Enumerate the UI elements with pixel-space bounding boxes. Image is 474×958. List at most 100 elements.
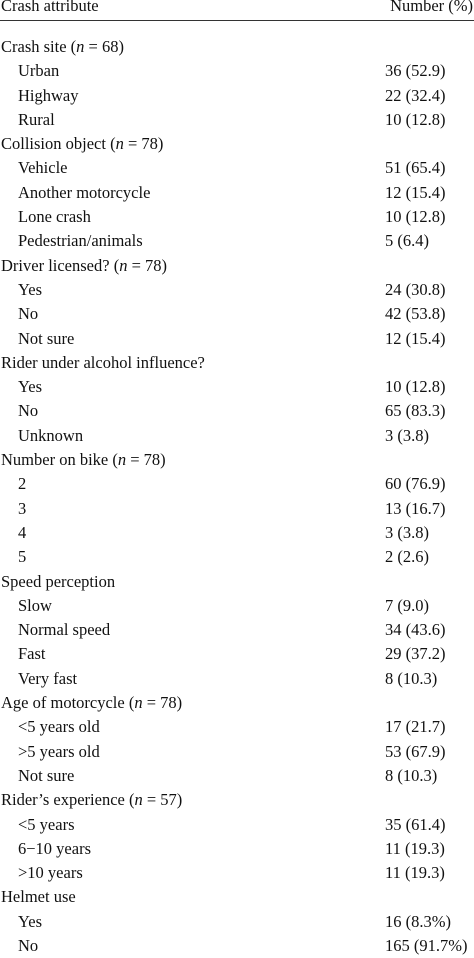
row-label: Yes [18, 911, 43, 931]
row-value: 10 (12.8) [385, 109, 446, 129]
row-label: Another motorcycle [18, 182, 151, 202]
category-row: Driver licensed? (n = 78) [0, 254, 474, 278]
row-value: 3 (3.8) [385, 425, 429, 445]
category-label: Rider’s experience (n = 57) [1, 790, 183, 810]
table-row: Yes 16 (8.3%) [0, 910, 474, 934]
row-value: 65 (83.3) [385, 401, 446, 421]
table-row: No 65 (83.3) [0, 399, 474, 423]
row-label: Vehicle [18, 158, 68, 178]
table-row: Vehicle 51 (65.4) [0, 156, 474, 180]
category-label: Driver licensed? (n = 78) [1, 255, 168, 275]
row-value: 60 (76.9) [385, 474, 446, 494]
row-value: 10 (12.8) [385, 377, 446, 397]
row-label: Very fast [18, 668, 78, 688]
category-label: Crash site (n = 68) [1, 37, 124, 56]
row-value: 2 (2.6) [385, 547, 429, 567]
table-row: No 42 (53.8) [0, 302, 474, 326]
row-value: 10 (12.8) [385, 207, 446, 227]
row-value: 11 (19.3) [385, 863, 445, 883]
row-label: <5 years old [18, 717, 100, 737]
row-value: 12 (15.4) [385, 328, 446, 348]
table-body: Crash site (n = 68) Urban 36 (52.9) Highway… [0, 21, 474, 958]
category-row: Rider’s experience (n = 57) [0, 788, 474, 812]
row-label: Unknown [18, 425, 84, 445]
row-value: 12 (15.4) [385, 182, 446, 202]
header-number-percent: Number (%) [390, 0, 473, 15]
row-label: 6−10 years [18, 838, 91, 858]
row-value: 42 (53.8) [385, 304, 446, 324]
table-row: 4 3 (3.8) [0, 521, 474, 545]
row-label: 4 [18, 522, 27, 542]
table-row: No 165 (91.7%) [0, 934, 474, 958]
table-row: Yes 24 (30.8) [0, 278, 474, 302]
row-label: Yes [18, 279, 43, 299]
table-row: >10 years 11 (19.3) [0, 861, 474, 885]
table-row: Yes 10 (12.8) [0, 375, 474, 399]
row-label: 5 [18, 547, 27, 567]
row-label: 2 [18, 474, 27, 494]
row-value: 3 (3.8) [385, 522, 429, 542]
row-value: 13 (16.7) [385, 498, 446, 518]
table-row: Fast 29 (37.2) [0, 642, 474, 666]
row-value: 17 (21.7) [385, 717, 446, 737]
row-label: <5 years [18, 814, 75, 834]
table-row: Another motorcycle 12 (15.4) [0, 181, 474, 205]
row-value: 8 (10.3) [385, 668, 438, 688]
table-row: 2 60 (76.9) [0, 472, 474, 496]
row-value: 51 (65.4) [385, 158, 446, 178]
row-label: Pedestrian/animals [18, 231, 143, 251]
table-row: Rural 10 (12.8) [0, 108, 474, 132]
table-row: Urban 36 (52.9) [0, 59, 474, 83]
row-label: Not sure [18, 328, 75, 348]
row-value: 29 (37.2) [385, 644, 446, 664]
row-value: 7 (9.0) [385, 595, 429, 615]
table-row: Pedestrian/animals 5 (6.4) [0, 229, 474, 253]
row-label: Not sure [18, 765, 75, 785]
row-value: 5 (6.4) [385, 231, 429, 251]
row-label: Slow [18, 595, 52, 615]
row-value: 165 (91.7%) [385, 935, 468, 955]
category-row: Speed perception [0, 570, 474, 594]
row-value: 22 (32.4) [385, 85, 446, 105]
header-crash-attribute: Crash attribute [1, 0, 99, 15]
table-row: Very fast 8 (10.3) [0, 667, 474, 691]
row-label: Urban [18, 61, 60, 81]
row-label: 3 [18, 498, 27, 518]
category-label: Number on bike (n = 78) [1, 450, 166, 470]
category-row: Helmet use [0, 885, 474, 909]
table-row: >5 years old 53 (67.9) [0, 740, 474, 764]
table-row: Highway 22 (32.4) [0, 84, 474, 108]
table-row: 5 2 (2.6) [0, 545, 474, 569]
table-row: Lone crash 10 (12.8) [0, 205, 474, 229]
row-value: 53 (67.9) [385, 741, 446, 761]
row-label: >10 years [18, 863, 83, 883]
table-row: Not sure 8 (10.3) [0, 764, 474, 788]
category-row: Number on bike (n = 78) [0, 448, 474, 472]
row-label: No [18, 401, 39, 421]
category-label: Helmet use [1, 887, 76, 907]
category-label: Rider under alcohol influence? [1, 352, 205, 372]
row-value: 36 (52.9) [385, 61, 446, 81]
row-value: 24 (30.8) [385, 279, 446, 299]
category-row: Rider under alcohol influence? [0, 351, 474, 375]
category-label: Collision object (n = 78) [1, 134, 164, 154]
row-label: Lone crash [18, 207, 91, 227]
row-value: 34 (43.6) [385, 620, 446, 640]
row-label: >5 years old [18, 741, 100, 761]
category-row: Age of motorcycle (n = 78) [0, 691, 474, 715]
row-label: Rural [18, 109, 55, 129]
table-row: 3 13 (16.7) [0, 497, 474, 521]
category-row: Crash site (n = 68) [0, 35, 474, 59]
row-label: No [18, 304, 39, 324]
row-label: Normal speed [18, 620, 111, 640]
table-row: Slow 7 (9.0) [0, 594, 474, 618]
table-header: Crash attribute Number (%) [0, 0, 474, 21]
table-row: Normal speed 34 (43.6) [0, 618, 474, 642]
row-label: No [18, 935, 39, 955]
row-value: 16 (8.3%) [385, 911, 451, 931]
table-row: <5 years old 17 (21.7) [0, 715, 474, 739]
row-value: 35 (61.4) [385, 814, 446, 834]
table-row: 6−10 years 11 (19.3) [0, 837, 474, 861]
row-label: Yes [18, 377, 43, 397]
